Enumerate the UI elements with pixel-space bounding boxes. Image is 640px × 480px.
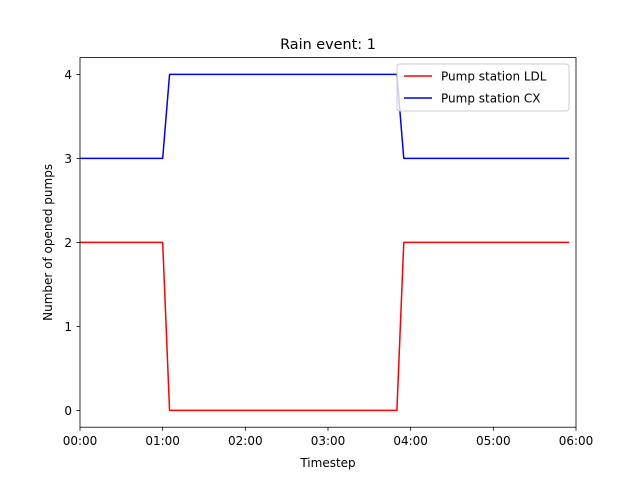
y-tick-label: 3 <box>64 152 72 166</box>
series-layer <box>80 73 570 412</box>
y-tick-label: 0 <box>64 404 72 418</box>
x-tick-label: 02:00 <box>228 434 263 448</box>
series-line-0 <box>80 241 570 412</box>
legend-label: Pump station LDL <box>441 70 547 84</box>
legend-box <box>396 63 570 112</box>
y-axis: 0 1 2 3 4 <box>64 68 80 418</box>
x-tick-label: 03:00 <box>311 434 346 448</box>
series-line-1 <box>80 73 570 160</box>
y-axis-title: Number of opened pumps <box>41 164 55 321</box>
legend: Pump station LDL Pump station CX <box>396 63 570 112</box>
x-tick-label: 04:00 <box>393 434 428 448</box>
x-tick-label: 01:00 <box>145 434 180 448</box>
legend-label: Pump station CX <box>441 92 540 106</box>
x-tick-label: 06:00 <box>559 434 594 448</box>
x-axis-title: Timestep <box>299 456 355 470</box>
x-tick-label: 05:00 <box>476 434 511 448</box>
y-tick-label: 4 <box>64 68 72 82</box>
x-tick-label: 00:00 <box>63 434 98 448</box>
y-tick-label: 1 <box>64 320 72 334</box>
chart-title: Rain event: 1 <box>280 37 376 53</box>
x-axis: 00:00 01:00 02:00 03:00 04:00 05:00 06:00 <box>63 427 594 448</box>
y-tick-label: 2 <box>64 236 72 250</box>
